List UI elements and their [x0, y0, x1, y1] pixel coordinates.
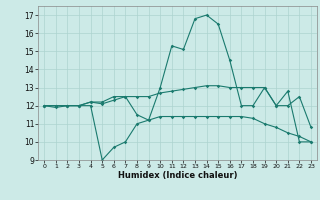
X-axis label: Humidex (Indice chaleur): Humidex (Indice chaleur) [118, 171, 237, 180]
